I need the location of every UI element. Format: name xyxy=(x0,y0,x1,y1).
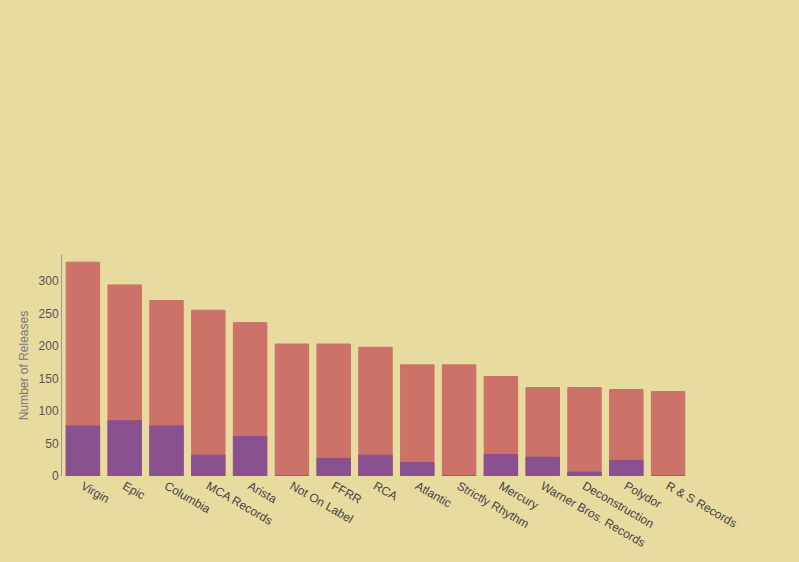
svg-text:Epic: Epic xyxy=(120,479,147,503)
svg-text:R & S Records: R & S Records xyxy=(664,479,740,531)
svg-text:Strictly Rhythm: Strictly Rhythm xyxy=(455,479,532,531)
svg-text:Columbia: Columbia xyxy=(162,479,213,517)
svg-text:50: 50 xyxy=(45,437,59,451)
svg-text:200: 200 xyxy=(39,339,59,353)
svg-text:Polydor: Polydor xyxy=(622,479,664,511)
svg-text:Number of Releases: Number of Releases xyxy=(17,311,31,420)
svg-text:FFRR: FFRR xyxy=(329,479,364,507)
svg-text:250: 250 xyxy=(39,307,59,321)
svg-text:RCA: RCA xyxy=(371,479,400,504)
svg-text:0: 0 xyxy=(52,469,59,483)
svg-text:Atlantic: Atlantic xyxy=(413,479,454,511)
svg-text:Warner Bros. Records: Warner Bros. Records xyxy=(538,479,647,550)
svg-text:150: 150 xyxy=(39,372,59,386)
svg-text:100: 100 xyxy=(39,404,59,418)
svg-text:300: 300 xyxy=(39,274,59,288)
svg-text:Not On Label: Not On Label xyxy=(287,479,355,526)
svg-text:Mercury: Mercury xyxy=(496,479,541,513)
svg-text:Deconstruction: Deconstruction xyxy=(580,479,656,531)
svg-text:Arista: Arista xyxy=(246,479,280,507)
svg-text:MCA Records: MCA Records xyxy=(204,479,275,528)
svg-text:Virgin: Virgin xyxy=(78,479,111,506)
